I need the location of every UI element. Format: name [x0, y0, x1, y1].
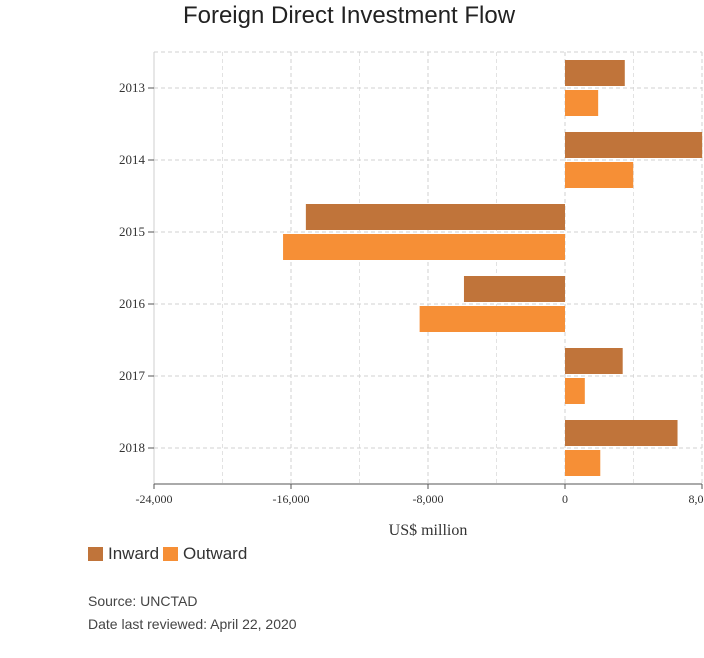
bar-inward-2016 — [463, 276, 565, 302]
bar-inward-2017 — [565, 348, 623, 374]
bar-outward-2018 — [565, 450, 601, 476]
legend-swatch-outward — [163, 547, 179, 561]
chart-title: Foreign Direct Investment Flow — [182, 2, 516, 29]
bar-outward-2016 — [419, 306, 565, 332]
x-tick-label-3: 0 — [562, 492, 568, 506]
legend-item-outward[interactable]: Outward — [163, 544, 247, 564]
x-axis: -24,000 -16,000 -8,000 0 8,000 — [136, 483, 704, 506]
legend-swatch-inward — [88, 547, 103, 561]
y-axis: 2013 2014 2015 2016 2017 2018 — [119, 52, 155, 484]
date-reviewed-note: Date last reviewed: April 22, 2020 — [88, 616, 297, 632]
bar-outward-2015 — [283, 234, 565, 260]
y-tick-label-2013: 2013 — [119, 80, 145, 95]
y-tick-label-2014: 2014 — [119, 152, 146, 167]
y-tick-label-2018: 2018 — [119, 440, 145, 455]
bars — [283, 60, 703, 476]
x-tick-label-4: 8,000 — [689, 492, 704, 506]
legend-label-outward: Outward — [183, 544, 248, 563]
source-note: Source: UNCTAD — [88, 593, 198, 609]
x-tick-label-1: -16,000 — [273, 492, 310, 506]
bar-outward-2017 — [565, 378, 585, 404]
bar-outward-2014 — [565, 162, 634, 188]
bar-outward-2013 — [565, 90, 599, 116]
bar-inward-2015 — [305, 204, 565, 230]
x-tick-label-0: -24,000 — [136, 492, 173, 506]
y-tick-label-2017: 2017 — [119, 368, 146, 383]
bar-inward-2013 — [565, 60, 625, 86]
y-tick-label-2015: 2015 — [119, 224, 145, 239]
y-tick-label-2016: 2016 — [119, 296, 146, 311]
x-tick-label-2: -8,000 — [413, 492, 444, 506]
x-axis-label: US$ million — [389, 522, 468, 539]
bar-inward-2018 — [565, 420, 678, 446]
bar-inward-2014 — [565, 132, 703, 158]
grid — [153, 51, 703, 484]
legend: Inward Outward — [88, 544, 251, 564]
legend-label-inward: Inward — [108, 544, 160, 563]
legend-item-inward[interactable]: Inward — [88, 544, 159, 564]
